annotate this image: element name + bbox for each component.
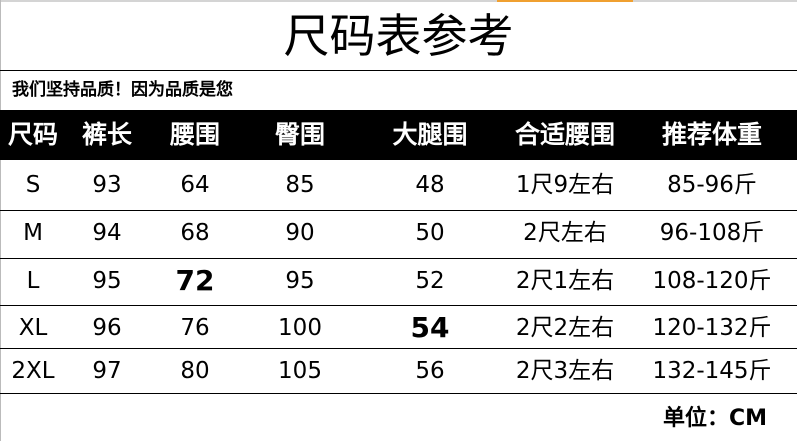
table-cell: XL <box>18 315 48 341</box>
table-row: 2XL 97 80 105 56 2尺3左右 132-145斤 <box>0 348 797 394</box>
table-cell: 2XL <box>11 358 55 384</box>
table-cell: 50 <box>415 220 445 246</box>
unit-label: 单位：CM <box>662 406 767 431</box>
row-divider <box>0 305 797 306</box>
table-cell: 108-120斤 <box>652 268 772 294</box>
table-cell: S <box>25 172 41 198</box>
table-cell: 54 <box>410 311 450 344</box>
table-cell: 76 <box>180 315 210 341</box>
row-divider <box>0 258 797 259</box>
top-border <box>0 0 797 2</box>
table-row: XL 96 76 100 54 2尺2左右 120-132斤 <box>0 305 797 351</box>
table-cell: 90 <box>285 220 315 246</box>
table-cell: 2尺2左右 <box>515 315 615 341</box>
table-cell: 97 <box>92 358 122 384</box>
table-cell: 95 <box>92 268 122 294</box>
row-divider <box>0 210 797 211</box>
table-cell: 120-132斤 <box>652 315 772 341</box>
table-cell: 56 <box>415 358 445 384</box>
table-cell: M <box>23 220 43 246</box>
column-header: 大腿围 <box>392 120 468 149</box>
column-header: 腰围 <box>169 120 221 149</box>
table-cell: 96-108斤 <box>659 220 765 246</box>
table-row: M 94 68 90 50 2尺左右 96-108斤 <box>0 210 797 256</box>
subtitle: 我们坚持品质！因为品质是您 <box>12 80 233 100</box>
table-cell: 95 <box>285 268 315 294</box>
table-cell: 96 <box>92 315 122 341</box>
row-divider <box>0 348 797 349</box>
top-accent <box>497 0 633 2</box>
table-cell: 52 <box>415 268 445 294</box>
column-header: 臀围 <box>274 120 326 149</box>
table-cell: 132-145斤 <box>652 358 772 384</box>
table-cell: 94 <box>92 220 122 246</box>
column-header: 尺码 <box>7 120 59 149</box>
table-cell: 2尺左右 <box>523 220 607 246</box>
table-cell: 64 <box>180 172 210 198</box>
column-header: 推荐体重 <box>661 120 763 149</box>
table-cell: 85 <box>285 172 315 198</box>
row-divider <box>0 393 797 394</box>
table-cell: 80 <box>180 358 210 384</box>
table-cell: 1尺9左右 <box>515 172 615 198</box>
divider <box>0 70 797 71</box>
table-cell: 2尺1左右 <box>515 268 615 294</box>
table-cell: 100 <box>278 315 322 341</box>
table-cell: 72 <box>175 264 215 297</box>
column-header: 合适腰围 <box>514 120 616 149</box>
table-cell: 48 <box>415 172 445 198</box>
table-cell: 2尺3左右 <box>515 358 615 384</box>
table-cell: L <box>26 268 40 294</box>
page-title: 尺码表参考 <box>283 9 514 63</box>
table-cell: 68 <box>180 220 210 246</box>
table-cell: 93 <box>92 172 122 198</box>
column-header: 裤长 <box>81 120 133 149</box>
table-cell: 105 <box>278 358 322 384</box>
table-header: 尺码 裤长 腰围 臀围 大腿围 合适腰围 推荐体重 <box>0 110 797 160</box>
left-border <box>0 0 1 441</box>
table-row: L 95 72 95 52 2尺1左右 108-120斤 <box>0 258 797 304</box>
table-row: S 93 64 85 48 1尺9左右 85-96斤 <box>0 162 797 208</box>
table-cell: 85-96斤 <box>667 172 757 198</box>
